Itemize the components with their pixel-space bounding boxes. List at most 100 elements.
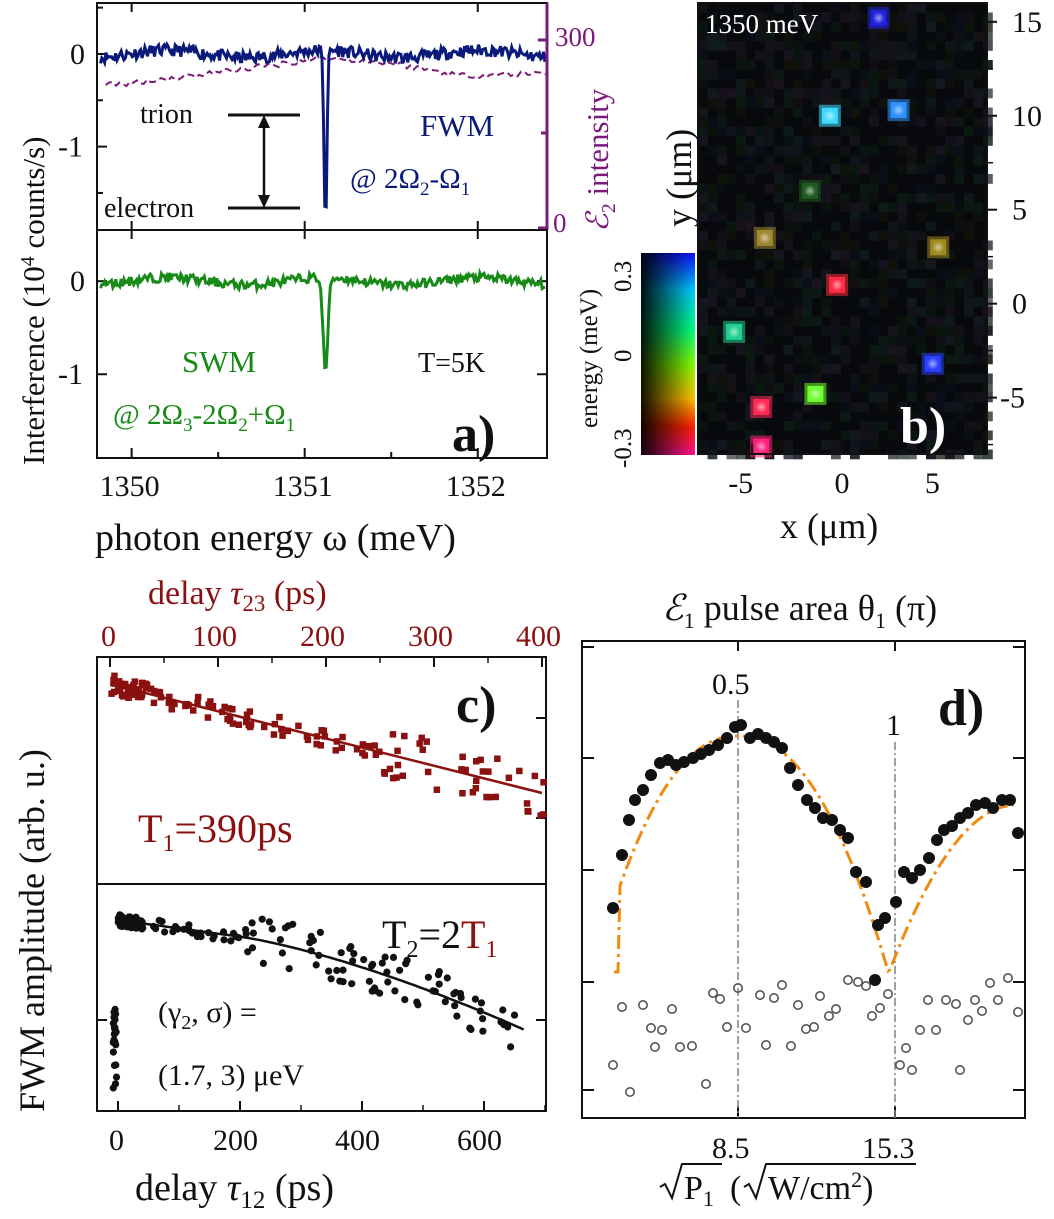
t1-point xyxy=(317,742,324,749)
t1-point xyxy=(121,683,129,690)
fwm-data-point xyxy=(623,814,635,826)
fwm-data-point xyxy=(890,896,902,908)
background-data-point xyxy=(906,1065,917,1076)
fwm-data-point xyxy=(735,719,747,731)
panel-a-top: 0 -1 300 0 trion electron FWM @ 2Ω2-Ω1 ℰ2… xyxy=(58,2,620,238)
colorbar-tick-top: 0.3 xyxy=(610,261,637,292)
panel-a-label: a) xyxy=(452,406,495,463)
t2-point xyxy=(249,929,257,937)
b-x-tick-label: -5 xyxy=(728,467,753,500)
a-x-tick-label: 1350 xyxy=(100,470,160,503)
params-line2: (1.7, 3) μeV xyxy=(158,1059,304,1092)
panel-a-bottom-frame xyxy=(96,229,548,459)
background-data-point xyxy=(900,1043,911,1054)
background-data-point xyxy=(842,974,853,985)
t1-point xyxy=(418,734,425,742)
t1-point xyxy=(479,768,487,775)
a-x-tick-label: 1351 xyxy=(273,470,333,503)
t1-point xyxy=(221,703,228,711)
t2-point xyxy=(268,925,276,933)
swm-frequency-label: @ 2Ω3-2Ω2+Ω1 xyxy=(113,399,295,436)
background-data-point xyxy=(732,982,743,993)
t2-point xyxy=(227,937,235,945)
t2-point xyxy=(414,1001,422,1009)
t1-point xyxy=(137,693,145,700)
t1-point xyxy=(304,736,312,744)
t1-point xyxy=(110,680,118,687)
t1-point xyxy=(131,678,139,685)
tau12-tick-label: 200 xyxy=(213,1124,258,1157)
background-data-point xyxy=(984,977,995,988)
background-data-point xyxy=(814,990,825,1001)
background-data-point xyxy=(874,1002,885,1013)
tau23-axis-title: delay τ23 (ps) xyxy=(148,575,327,616)
fwm-data-point xyxy=(792,779,804,791)
svg-text:W/cm2): W/cm2) xyxy=(768,1167,873,1207)
t2-point xyxy=(479,1015,487,1023)
background-data-point xyxy=(714,993,725,1004)
fwm-filled-circles xyxy=(607,719,1024,986)
t2-point xyxy=(450,990,458,998)
a-top-y-tick-label: 0 xyxy=(70,38,85,71)
t2-point xyxy=(347,943,355,951)
negative-delay-point xyxy=(112,1073,121,1081)
t2-point xyxy=(391,987,399,995)
t1-point xyxy=(394,761,402,769)
t2-point xyxy=(139,924,147,932)
background-data-point xyxy=(624,1087,635,1098)
t2-point xyxy=(453,1012,461,1020)
t1-point xyxy=(229,720,237,727)
t1-point xyxy=(229,706,236,713)
t2-point xyxy=(278,949,286,957)
t2-point xyxy=(510,1011,519,1019)
background-data-point xyxy=(808,1021,819,1032)
t1-point xyxy=(125,694,133,701)
t1-point xyxy=(424,768,432,776)
fwm-data-point xyxy=(645,769,657,781)
fwm-data-point xyxy=(637,784,649,796)
t1-point xyxy=(486,793,493,801)
fwm-data-point xyxy=(817,812,829,824)
t1-point xyxy=(472,785,480,792)
negative-delay-point xyxy=(110,1036,118,1044)
t1-point xyxy=(462,766,469,774)
t2-point xyxy=(185,921,193,929)
t2-point xyxy=(348,980,356,988)
heatmap-energy-label: 1350 meV xyxy=(705,9,819,39)
t1-point xyxy=(473,777,480,785)
fwm-data-point xyxy=(784,762,796,774)
t2-point xyxy=(158,917,166,926)
fwm-data-point xyxy=(860,876,872,888)
t2-point xyxy=(402,960,410,968)
rabi-fit-curve xyxy=(614,734,1015,974)
t2-point xyxy=(126,921,134,929)
fwm-data-point xyxy=(906,872,918,884)
fwm-data-point xyxy=(809,802,821,814)
fwm-data-point xyxy=(616,849,628,861)
t1-point xyxy=(419,746,426,753)
t1-point xyxy=(469,789,477,796)
x-tick-15-3: 15.3 xyxy=(862,1132,915,1165)
background-data-point xyxy=(962,1014,973,1025)
t1-point xyxy=(147,685,155,693)
t2-point xyxy=(161,928,169,936)
background-data-point xyxy=(776,979,787,990)
fwm-data-point xyxy=(946,820,958,832)
panel-d-frame xyxy=(581,640,1026,1119)
t2-point xyxy=(242,926,250,934)
t1-point xyxy=(393,774,400,781)
t1-point xyxy=(166,693,173,701)
t1-point xyxy=(505,774,513,782)
temperature-label: T=5K xyxy=(418,348,485,379)
a-x-tick-label: 1352 xyxy=(446,470,506,503)
fwm-data-point xyxy=(801,794,813,806)
t1-point xyxy=(459,753,466,761)
t2-point xyxy=(209,935,217,943)
t1-point xyxy=(492,793,499,801)
t1-point xyxy=(540,779,547,786)
t2-point xyxy=(389,953,398,962)
t2-point xyxy=(451,1002,459,1010)
t2-point xyxy=(378,959,386,967)
t2-point xyxy=(258,915,266,923)
